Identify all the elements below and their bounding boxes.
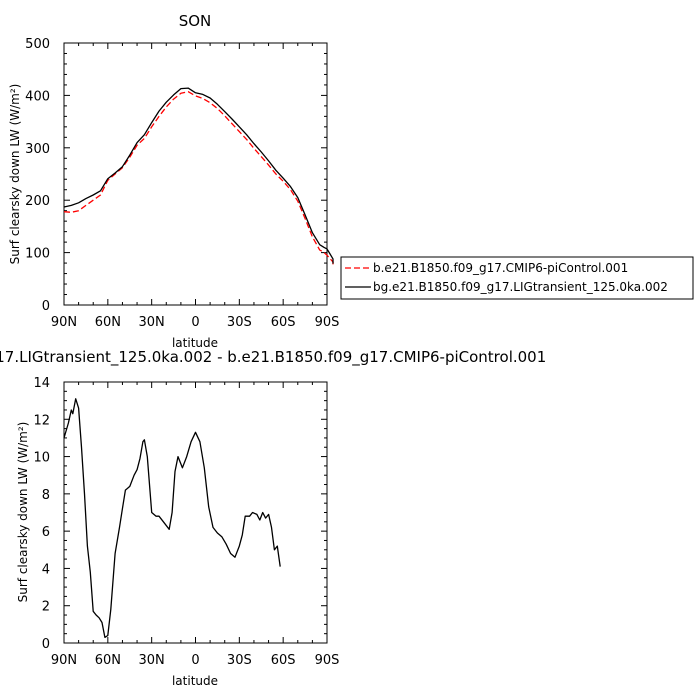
top-y-tick-label: 500 bbox=[25, 37, 50, 52]
bottom-x-tick-label: 0 bbox=[191, 653, 199, 668]
top-chart: SON 90N 60N 30N 0 30S 60S 90S0100200300400500 … bbox=[8, 12, 694, 350]
top-x-tick-label: 0 bbox=[191, 315, 199, 330]
top-series-lines bbox=[63, 87, 334, 266]
top-chart-title: SON bbox=[179, 12, 212, 30]
top-x-tick-label: 60N bbox=[95, 315, 121, 330]
bottom-y-tick-label: 0 bbox=[42, 637, 50, 652]
legend-label-ligtransient: bg.e21.B1850.f09_g17.LIGtransient_125.0k… bbox=[373, 280, 668, 294]
top-x-tick-label: 30S bbox=[227, 315, 252, 330]
bottom-x-tick-label: 60N bbox=[95, 653, 121, 668]
top-series-line-0 bbox=[63, 91, 334, 266]
top-y-tick-label: 0 bbox=[42, 299, 50, 314]
bottom-x-tick-label: 30S bbox=[227, 653, 252, 668]
bottom-y-tick-label: 4 bbox=[42, 562, 50, 577]
top-x-axis-label: latitude bbox=[172, 336, 218, 350]
bottom-x-tick-label: 30N bbox=[139, 653, 165, 668]
legend-label-picontrol: b.e21.B1850.f09_g17.CMIP6-piControl.001 bbox=[373, 261, 628, 275]
top-y-tick-label: 100 bbox=[25, 247, 50, 262]
top-x-tick-label: 90S bbox=[315, 315, 340, 330]
bottom-y-tick-label: 10 bbox=[33, 451, 50, 466]
bottom-series-line-0 bbox=[63, 398, 281, 639]
legend: b.e21.B1850.f09_g17.CMIP6-piControl.001 … bbox=[340, 256, 694, 300]
top-axis-ticks: 90N 60N 30N 0 30S 60S 90S 0 100 200 300 400 500 bbox=[25, 37, 339, 330]
bottom-x-tick-label: 60S bbox=[271, 653, 296, 668]
top-series-line-1 bbox=[63, 87, 334, 264]
top-y-tick-label: 200 bbox=[25, 194, 50, 209]
bottom-axis-ticks: 90N 60N 30N 0 30S 60S 90S 0 2 4 6 8 10 12 14 bbox=[33, 376, 339, 668]
top-plot-frame bbox=[63, 42, 328, 306]
bottom-chart-title: bg.e21.B1850.f09_g17.LIGtransient_125.0k… bbox=[0, 348, 546, 367]
top-y-axis-label: Surf clearsky down LW (W/m²) bbox=[8, 84, 22, 265]
top-y-tick-label: 400 bbox=[25, 89, 50, 104]
legend-box bbox=[340, 256, 694, 300]
bottom-y-tick-label: 14 bbox=[33, 376, 50, 391]
bottom-series-lines bbox=[63, 398, 281, 639]
bottom-y-tick-label: 8 bbox=[42, 488, 50, 503]
bottom-chart: bg.e21.B1850.f09_g17.LIGtransient_125.0k… bbox=[0, 348, 546, 688]
top-y-tick-label: 300 bbox=[25, 142, 50, 157]
bottom-y-tick-label: 12 bbox=[33, 413, 50, 428]
top-x-tick-label: 60S bbox=[271, 315, 296, 330]
bottom-y-axis-label: Surf clearsky down LW (W/m²) bbox=[16, 422, 30, 603]
bottom-y-tick-label: 6 bbox=[42, 525, 50, 540]
bottom-x-tick-label: 90N bbox=[51, 653, 77, 668]
bottom-plot-frame bbox=[63, 381, 328, 644]
bottom-x-tick-label: 90S bbox=[315, 653, 340, 668]
top-x-tick-label: 90N bbox=[51, 315, 77, 330]
bottom-y-tick-label: 2 bbox=[42, 600, 50, 615]
top-x-tick-label: 30N bbox=[139, 315, 165, 330]
bottom-x-axis-label: latitude bbox=[172, 674, 218, 688]
